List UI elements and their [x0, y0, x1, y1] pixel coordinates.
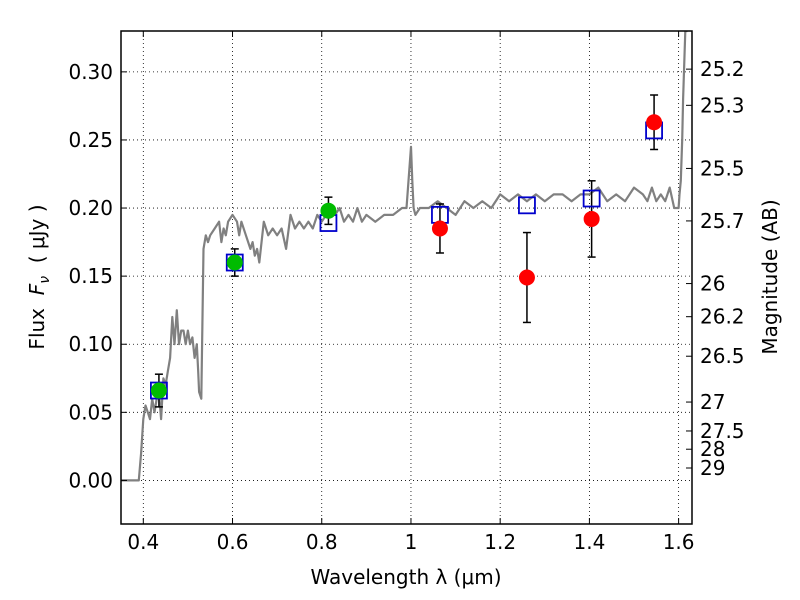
y2-axis-label: Magnitude (AB)	[758, 199, 782, 354]
y-tick-label: 0.00	[68, 468, 113, 492]
y-axis-label-suffix: ( μJy )	[25, 204, 49, 276]
tick-layer: 0.4 0.6 0.8 1 1.2 1.4 1.6 0.00 0.05 0.10 0.15 0.20 0…	[68, 31, 745, 554]
y2-tick-label: 26.2	[700, 305, 745, 329]
y2-tick-label: 27.5	[700, 419, 745, 443]
y2-tick-label: 27	[700, 390, 725, 414]
y-tick-label: 0.15	[68, 264, 113, 288]
data-layer	[121, 31, 688, 482]
observed_nir-marker	[583, 210, 600, 227]
y-tick-label: 0.25	[68, 128, 113, 152]
y-tick-label: 0.10	[68, 332, 113, 356]
y2-tick-label: 26	[700, 272, 725, 296]
y-axis-label-symbol: F	[25, 283, 49, 295]
y-axis-label: Flux Fν ( μJy )	[25, 204, 53, 349]
y-tick-label: 0.05	[68, 400, 113, 424]
y2-tick-label: 26.5	[700, 344, 745, 368]
y-tick-label: 0.20	[68, 196, 113, 220]
observed_optical-marker	[320, 202, 337, 219]
sed-model-line	[121, 31, 688, 482]
observed_optical-marker	[150, 382, 167, 399]
x-tick-label: 1	[405, 530, 418, 554]
x-axis-label: Wavelength λ (μm)	[310, 565, 501, 589]
x-tick-label: 1.4	[573, 530, 605, 554]
y2-tick-label: 28	[700, 437, 725, 461]
x-tick-label: 0.4	[127, 530, 159, 554]
observed_nir-marker	[646, 114, 663, 131]
y-axis-label-subscript: ν	[37, 276, 53, 284]
observed_nir-marker	[431, 220, 448, 237]
grid-layer	[121, 31, 692, 524]
observed_nir-marker	[518, 269, 535, 286]
y2-tick-label: 25.7	[700, 209, 745, 233]
model-bandpass-marker	[582, 189, 601, 208]
x-tick-label: 1.2	[484, 530, 516, 554]
y2-tick-label: 25.2	[700, 57, 745, 81]
y2-tick-label: 25.5	[700, 156, 745, 180]
y-axis-label-prefix: Flux	[25, 295, 49, 349]
x-tick-label: 0.8	[306, 530, 338, 554]
observed_optical-marker	[226, 254, 243, 271]
x-tick-label: 0.6	[217, 530, 249, 554]
plot-frame	[120, 30, 693, 525]
x-tick-label: 1.6	[663, 530, 695, 554]
y2-tick-label: 29	[700, 456, 725, 480]
model-bandpass-marker	[518, 196, 536, 215]
y-tick-label: 0.30	[68, 60, 113, 84]
y2-tick-label: 25.3	[700, 93, 745, 117]
